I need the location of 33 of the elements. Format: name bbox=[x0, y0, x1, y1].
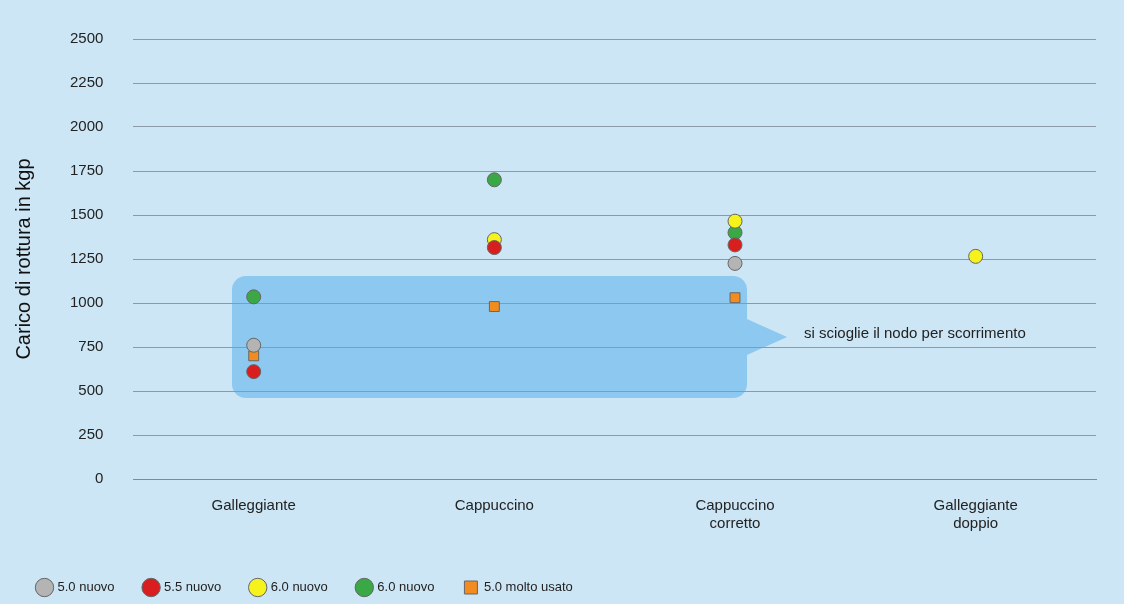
annotation: si scioglie il nodo per scorrimento bbox=[804, 324, 1026, 341]
y-tick-label: 2000 bbox=[69, 117, 104, 135]
legend-label: 5.0 nuovo bbox=[57, 579, 115, 595]
y-tick-label: 750 bbox=[78, 337, 104, 355]
x-tick-label: Galleggiante doppio bbox=[933, 496, 1018, 532]
y-tick-label: 500 bbox=[78, 381, 104, 399]
y-tick-label: 2250 bbox=[69, 73, 104, 91]
point bbox=[968, 248, 984, 264]
point bbox=[729, 292, 741, 304]
y-axis-title: Carico di rottura in kgp bbox=[11, 158, 34, 360]
point bbox=[486, 240, 502, 256]
legend-label: 5.0 molto usato bbox=[483, 579, 573, 595]
legend-label: 6.0 nuovo bbox=[377, 579, 435, 595]
point bbox=[486, 172, 502, 188]
x-tick-label: Galleggiante bbox=[211, 496, 296, 514]
point bbox=[727, 213, 743, 229]
y-tick-label: 1250 bbox=[69, 249, 104, 267]
x-tick-label: Cappuccino bbox=[454, 496, 534, 514]
legend-label: 5.5 nuovo bbox=[164, 579, 222, 595]
y-tick-label: 0 bbox=[95, 469, 104, 487]
point bbox=[727, 237, 743, 253]
point bbox=[727, 255, 743, 271]
x-tick-label: Cappuccino corretto bbox=[695, 496, 775, 532]
y-tick-label: 2500 bbox=[69, 29, 104, 47]
y-tick-label: 1500 bbox=[69, 205, 104, 223]
point bbox=[246, 364, 262, 380]
legend-label: 6.0 nuovo bbox=[270, 579, 328, 595]
y-tick-label: 250 bbox=[78, 425, 104, 443]
point bbox=[246, 337, 262, 353]
point bbox=[246, 289, 262, 305]
y-tick-label: 1000 bbox=[69, 293, 104, 311]
y-tick-label: 1750 bbox=[69, 161, 104, 179]
point bbox=[488, 301, 500, 312]
